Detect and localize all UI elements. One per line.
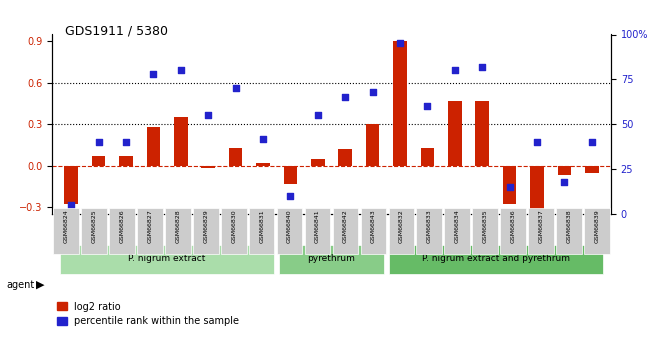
FancyBboxPatch shape [584, 208, 610, 254]
Point [258, 136, 268, 141]
FancyBboxPatch shape [53, 208, 79, 254]
FancyBboxPatch shape [165, 208, 190, 254]
Point [285, 193, 296, 199]
Text: GSM66825: GSM66825 [92, 209, 96, 243]
Bar [229, 148, 242, 166]
FancyBboxPatch shape [417, 208, 442, 254]
Point [94, 139, 104, 145]
Bar [530, 166, 544, 214]
FancyBboxPatch shape [473, 208, 498, 254]
FancyBboxPatch shape [500, 208, 526, 254]
Point [66, 202, 77, 208]
FancyBboxPatch shape [528, 208, 554, 254]
Point [367, 89, 378, 95]
Bar [256, 163, 270, 166]
Text: pyrethrum: pyrethrum [307, 254, 356, 263]
Bar [558, 166, 571, 175]
FancyBboxPatch shape [137, 208, 162, 254]
FancyBboxPatch shape [249, 208, 274, 254]
FancyBboxPatch shape [389, 208, 414, 254]
Text: GSM66838: GSM66838 [567, 209, 571, 243]
Bar [475, 101, 489, 166]
Bar [174, 117, 188, 166]
Point [340, 95, 350, 100]
Bar [339, 149, 352, 166]
Bar [585, 166, 599, 172]
FancyBboxPatch shape [305, 208, 330, 254]
FancyBboxPatch shape [81, 208, 107, 254]
Text: GSM66843: GSM66843 [371, 209, 376, 243]
Bar [366, 124, 380, 166]
Text: GSM66841: GSM66841 [315, 209, 320, 243]
Point [395, 41, 405, 46]
Text: GSM66832: GSM66832 [399, 209, 404, 243]
Legend: log2 ratio, percentile rank within the sample: log2 ratio, percentile rank within the s… [57, 302, 239, 326]
Text: GSM66836: GSM66836 [511, 209, 515, 243]
Text: GSM66835: GSM66835 [483, 209, 488, 243]
FancyBboxPatch shape [389, 245, 603, 274]
Point [313, 112, 323, 118]
Bar [421, 148, 434, 166]
FancyBboxPatch shape [280, 245, 384, 274]
Point [450, 68, 460, 73]
Text: GSM66824: GSM66824 [64, 209, 68, 243]
Text: P. nigrum extract: P. nigrum extract [129, 254, 206, 263]
Point [148, 71, 159, 77]
Text: GSM66831: GSM66831 [259, 209, 264, 243]
Bar [92, 156, 105, 166]
Point [422, 104, 433, 109]
Bar [448, 101, 462, 166]
Text: ▶: ▶ [36, 280, 44, 289]
FancyBboxPatch shape [60, 245, 274, 274]
Text: GSM66833: GSM66833 [427, 209, 432, 243]
FancyBboxPatch shape [556, 208, 582, 254]
Point [559, 179, 569, 184]
Point [504, 184, 515, 190]
Text: GSM66828: GSM66828 [176, 209, 180, 243]
Text: GSM66827: GSM66827 [148, 209, 152, 243]
Bar [146, 127, 161, 166]
Text: GSM66837: GSM66837 [539, 209, 543, 243]
Text: GDS1911 / 5380: GDS1911 / 5380 [65, 24, 168, 37]
Bar [64, 166, 78, 204]
FancyBboxPatch shape [333, 208, 358, 254]
Text: agent: agent [6, 280, 34, 289]
FancyBboxPatch shape [445, 208, 470, 254]
FancyBboxPatch shape [221, 208, 246, 254]
Bar [119, 156, 133, 166]
Bar [393, 41, 407, 166]
Text: GSM66842: GSM66842 [343, 209, 348, 243]
Point [477, 64, 488, 70]
Bar [202, 166, 215, 168]
Point [176, 68, 186, 73]
FancyBboxPatch shape [277, 208, 302, 254]
Bar [283, 166, 297, 184]
Point [203, 112, 213, 118]
Text: GSM66839: GSM66839 [595, 209, 599, 243]
Text: GSM66834: GSM66834 [455, 209, 460, 243]
Point [586, 139, 597, 145]
Bar [311, 159, 324, 166]
Bar [502, 166, 517, 204]
Point [230, 86, 240, 91]
Text: GSM66830: GSM66830 [231, 209, 236, 243]
Point [121, 139, 131, 145]
FancyBboxPatch shape [193, 208, 218, 254]
Point [532, 139, 542, 145]
Text: GSM66826: GSM66826 [120, 209, 124, 243]
Text: GSM66840: GSM66840 [287, 209, 292, 243]
Text: GSM66829: GSM66829 [203, 209, 208, 243]
FancyBboxPatch shape [109, 208, 135, 254]
Text: P. nigrum extract and pyrethrum: P. nigrum extract and pyrethrum [422, 254, 570, 263]
FancyBboxPatch shape [361, 208, 386, 254]
